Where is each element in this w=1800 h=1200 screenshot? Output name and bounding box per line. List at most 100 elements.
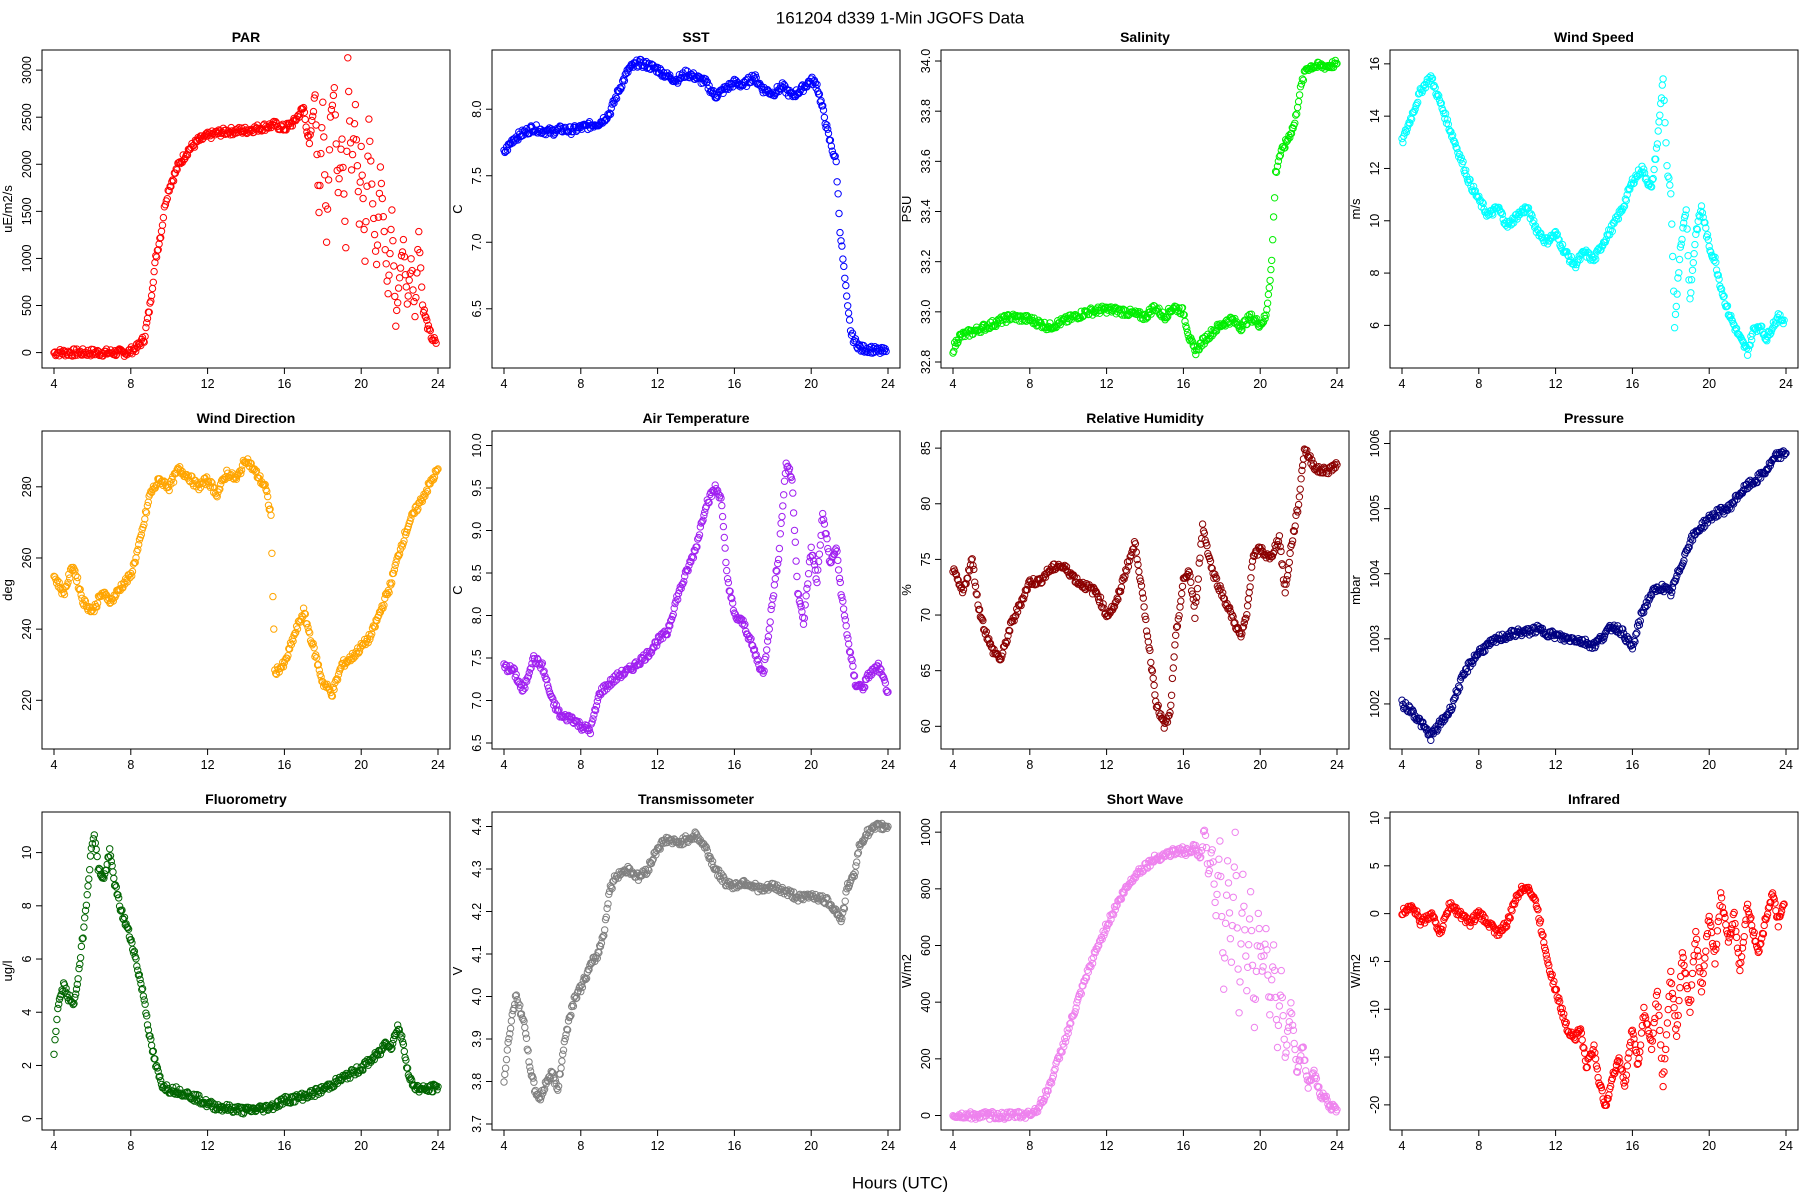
data-point xyxy=(378,194,386,203)
data-point xyxy=(326,113,335,121)
data-point xyxy=(1099,600,1107,608)
data-points xyxy=(50,54,440,360)
data-point xyxy=(832,544,840,552)
data-point xyxy=(53,1015,61,1024)
data-point xyxy=(121,580,129,588)
data-point xyxy=(813,578,821,587)
data-point xyxy=(1247,310,1256,318)
data-point xyxy=(84,882,92,890)
data-point xyxy=(1563,248,1571,256)
data-point xyxy=(1306,452,1314,460)
data-point xyxy=(844,302,852,310)
data-point xyxy=(1520,209,1528,217)
data-point xyxy=(1727,311,1735,320)
data-point xyxy=(134,545,142,554)
data-point xyxy=(1196,554,1204,562)
data-point xyxy=(1298,466,1306,475)
data-point xyxy=(1652,155,1660,163)
data-point xyxy=(322,238,331,246)
x-tick-label: 8 xyxy=(127,1139,134,1153)
data-point xyxy=(346,1074,354,1082)
data-point xyxy=(998,1108,1006,1117)
data-point xyxy=(839,605,848,613)
data-point xyxy=(786,472,795,480)
data-point xyxy=(1332,60,1340,68)
x-tick-label: 24 xyxy=(431,377,445,391)
data-point xyxy=(131,558,139,567)
data-point xyxy=(526,1063,534,1071)
y-tick-label: 8.5 xyxy=(470,564,484,581)
data-point xyxy=(998,652,1006,660)
data-point xyxy=(648,857,657,865)
data-point xyxy=(988,644,996,652)
data-point xyxy=(979,616,987,625)
data-point xyxy=(754,655,762,664)
data-point xyxy=(1061,1034,1069,1043)
data-point xyxy=(1171,641,1179,649)
data-point xyxy=(1178,589,1186,598)
data-point xyxy=(1275,153,1284,161)
data-point xyxy=(423,316,431,324)
data-point xyxy=(807,543,815,551)
data-point xyxy=(1112,902,1120,910)
data-point xyxy=(1648,175,1657,184)
x-tick-label: 8 xyxy=(127,377,134,391)
data-point xyxy=(838,593,846,602)
data-point xyxy=(1621,195,1630,203)
data-point xyxy=(1117,583,1126,591)
data-point xyxy=(1681,211,1690,219)
data-point xyxy=(82,901,91,909)
data-point xyxy=(1282,580,1290,588)
data-point xyxy=(1113,901,1121,909)
data-point xyxy=(729,599,737,607)
data-point xyxy=(1710,256,1718,265)
data-point xyxy=(1192,593,1201,602)
x-tick-label: 8 xyxy=(1475,377,1482,391)
data-point xyxy=(819,102,827,110)
data-point xyxy=(1175,612,1183,620)
data-point xyxy=(1110,602,1119,611)
data-point xyxy=(197,132,206,140)
data-point xyxy=(788,476,796,484)
data-point xyxy=(800,614,809,622)
data-point xyxy=(307,1092,316,1100)
data-point xyxy=(382,260,390,268)
data-point xyxy=(1665,174,1673,182)
data-point xyxy=(73,980,82,989)
data-point xyxy=(1190,602,1198,610)
data-point xyxy=(1714,271,1723,279)
data-point xyxy=(237,469,245,478)
data-point xyxy=(392,558,400,566)
data-point xyxy=(217,480,225,488)
data-point xyxy=(1576,255,1584,264)
data-point xyxy=(816,98,824,106)
data-point xyxy=(723,566,731,575)
data-point xyxy=(143,501,152,510)
data-point xyxy=(217,1103,225,1112)
data-point xyxy=(350,120,359,128)
x-tick-label: 8 xyxy=(577,1139,584,1153)
data-point xyxy=(1263,299,1272,307)
data-point xyxy=(1746,341,1754,349)
data-point xyxy=(128,567,137,576)
data-point xyxy=(597,939,606,947)
data-point xyxy=(1088,955,1096,963)
data-point xyxy=(1112,597,1120,606)
data-point xyxy=(152,1063,160,1071)
y-tick-label: 8 xyxy=(1368,270,1382,277)
data-point xyxy=(1474,193,1482,202)
data-point xyxy=(1113,594,1121,602)
data-point xyxy=(824,544,832,553)
data-point xyxy=(1203,541,1211,550)
data-point xyxy=(52,1027,60,1036)
data-point xyxy=(1154,701,1162,710)
data-point xyxy=(601,926,609,934)
data-point xyxy=(314,661,323,669)
data-point xyxy=(269,118,277,126)
data-point xyxy=(395,550,404,558)
data-point xyxy=(129,560,138,568)
data-point xyxy=(1769,318,1778,326)
data-point xyxy=(1670,324,1679,332)
data-point xyxy=(522,676,530,684)
y-tick-label: 7.5 xyxy=(470,167,484,184)
